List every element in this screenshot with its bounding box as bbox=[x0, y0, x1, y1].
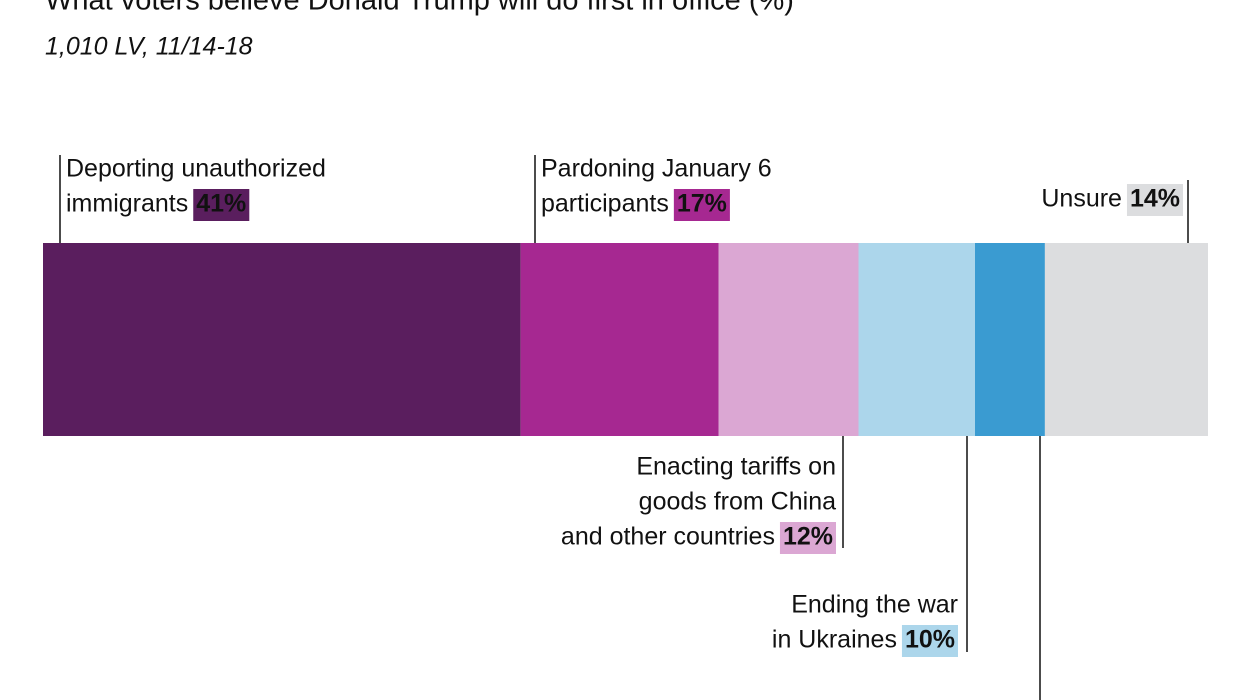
value-label-bg bbox=[1126, 184, 1183, 216]
value-label-bg bbox=[673, 189, 730, 221]
bar-segment bbox=[43, 243, 521, 436]
bar-segment bbox=[520, 243, 719, 436]
bar-segment bbox=[718, 243, 859, 436]
category-label: Unsure bbox=[1041, 185, 1122, 213]
value-label: 41% bbox=[196, 190, 246, 218]
value-label: 14% bbox=[1130, 185, 1180, 213]
category-label: immigrants bbox=[66, 190, 188, 218]
category-label: in Ukraines bbox=[772, 626, 897, 654]
category-label: Ending the war bbox=[791, 591, 958, 619]
category-label: participants bbox=[541, 190, 669, 218]
category-label: goods from China bbox=[639, 488, 836, 516]
value-label-bg bbox=[193, 189, 250, 221]
category-label: Enacting tariffs on bbox=[636, 453, 836, 481]
value-label-bg bbox=[779, 522, 836, 554]
value-label: 12% bbox=[783, 523, 833, 551]
value-label: 17% bbox=[677, 190, 727, 218]
category-label: and other countries bbox=[561, 523, 775, 551]
bar-segment bbox=[1044, 243, 1208, 436]
category-label: Pardoning January 6 bbox=[541, 155, 772, 183]
bar-segment bbox=[858, 243, 975, 436]
chart-subtitle: 1,010 LV, 11/14-18 bbox=[45, 33, 253, 61]
category-label: Reducing the cost bbox=[828, 697, 1028, 700]
chart-title: What voters believe Donald Trump will do… bbox=[45, 0, 794, 17]
value-label-bg bbox=[901, 625, 958, 657]
category-label: Deporting unauthorized bbox=[66, 155, 326, 183]
value-label: 10% bbox=[905, 626, 955, 654]
bar-segment bbox=[975, 243, 1045, 436]
